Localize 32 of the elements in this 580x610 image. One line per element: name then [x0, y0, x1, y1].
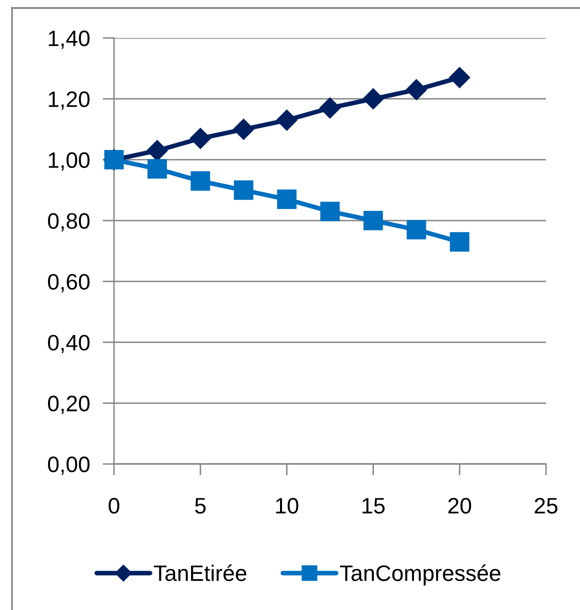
point	[319, 97, 341, 119]
point	[147, 159, 167, 179]
point	[406, 78, 428, 101]
x-tick-label: 20	[448, 498, 472, 514]
legend-label: TanCompressée	[340, 564, 500, 586]
x-tick-label: 25	[534, 498, 558, 514]
y-tick-label: 0,80	[48, 213, 90, 232]
point	[232, 118, 254, 140]
point	[190, 128, 212, 150]
y-tick-label: 1,40	[48, 30, 90, 49]
point	[406, 220, 426, 240]
y-tick-label: 0,60	[48, 274, 90, 292]
point	[234, 180, 254, 200]
point	[277, 190, 297, 209]
point	[363, 210, 383, 230]
y-tick-label: 0,00	[48, 456, 90, 475]
legend-label: TanEtirée	[154, 564, 246, 582]
point	[448, 66, 470, 88]
point	[320, 202, 340, 222]
y-tick-label: 0,40	[48, 334, 90, 354]
point	[190, 171, 210, 191]
x-tick-label: 0	[108, 498, 120, 514]
y-tick-label: 1,00	[48, 152, 90, 171]
point	[362, 88, 384, 110]
point	[450, 232, 470, 252]
x-tick-label: 15	[362, 498, 385, 514]
point	[146, 140, 168, 162]
y-tick-label: 1,20	[48, 91, 90, 110]
point	[276, 109, 298, 131]
x-tick-label: 5	[195, 498, 206, 514]
y-tick-label: 0,20	[48, 396, 90, 414]
x-tick-label: 10	[276, 498, 298, 514]
